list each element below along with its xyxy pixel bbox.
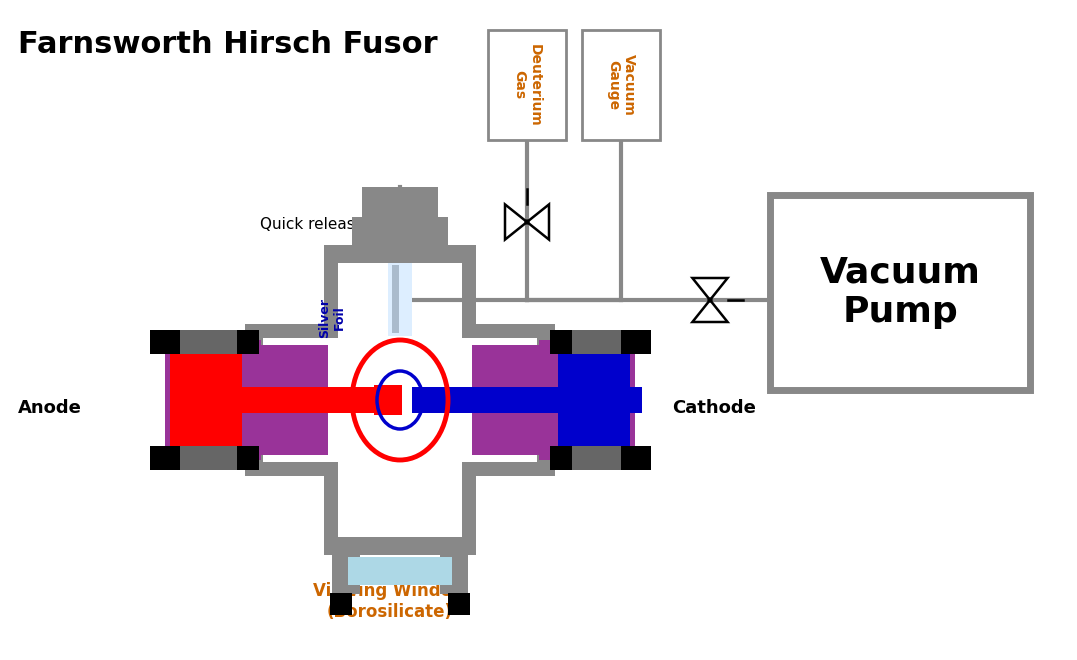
Bar bbox=[558, 342, 630, 458]
Bar bbox=[332, 550, 360, 594]
Bar bbox=[150, 446, 180, 470]
Bar bbox=[362, 187, 438, 217]
Text: Vacuum
Pump: Vacuum Pump bbox=[820, 256, 980, 329]
Polygon shape bbox=[693, 278, 728, 300]
Bar bbox=[621, 330, 651, 354]
Bar bbox=[160, 330, 250, 354]
Text: Deuterium
Gas: Deuterium Gas bbox=[512, 44, 542, 126]
Text: Silver
Foil: Silver Foil bbox=[318, 298, 346, 338]
Bar bbox=[582, 30, 660, 140]
Text: Quick release cap: Quick release cap bbox=[260, 217, 396, 232]
Text: Anode: Anode bbox=[18, 399, 82, 417]
Bar bbox=[550, 330, 572, 354]
Bar bbox=[352, 217, 448, 245]
Bar bbox=[348, 557, 452, 585]
Bar bbox=[150, 330, 180, 354]
Text: Vacuum
Gauge: Vacuum Gauge bbox=[606, 54, 637, 116]
Bar bbox=[621, 446, 651, 470]
Bar bbox=[538, 340, 555, 460]
Bar bbox=[448, 593, 470, 615]
Text: Viewing Window
(Borosilicate): Viewing Window (Borosilicate) bbox=[312, 582, 467, 621]
Bar bbox=[170, 342, 242, 458]
Bar bbox=[215, 387, 378, 413]
Bar bbox=[165, 332, 244, 468]
Polygon shape bbox=[244, 245, 555, 555]
Bar bbox=[770, 195, 1030, 390]
Polygon shape bbox=[527, 205, 549, 240]
Bar bbox=[550, 330, 640, 354]
Polygon shape bbox=[693, 300, 728, 322]
Bar bbox=[244, 340, 261, 460]
Bar bbox=[412, 387, 642, 413]
Bar bbox=[160, 446, 250, 470]
Bar bbox=[555, 332, 635, 468]
Bar bbox=[237, 446, 258, 470]
Polygon shape bbox=[263, 263, 537, 537]
Bar bbox=[488, 30, 567, 140]
Bar bbox=[440, 550, 468, 594]
Bar bbox=[392, 265, 398, 333]
Circle shape bbox=[708, 298, 713, 303]
Polygon shape bbox=[505, 205, 527, 240]
Text: Farnsworth Hirsch Fusor: Farnsworth Hirsch Fusor bbox=[18, 30, 437, 59]
Bar bbox=[374, 385, 402, 415]
Bar bbox=[261, 345, 328, 455]
Bar bbox=[472, 345, 538, 455]
Bar bbox=[550, 446, 572, 470]
Bar bbox=[237, 330, 258, 354]
Circle shape bbox=[524, 219, 530, 224]
Bar bbox=[550, 446, 640, 470]
Bar bbox=[388, 263, 412, 336]
Text: Cathode: Cathode bbox=[672, 399, 756, 417]
Bar bbox=[330, 593, 352, 615]
